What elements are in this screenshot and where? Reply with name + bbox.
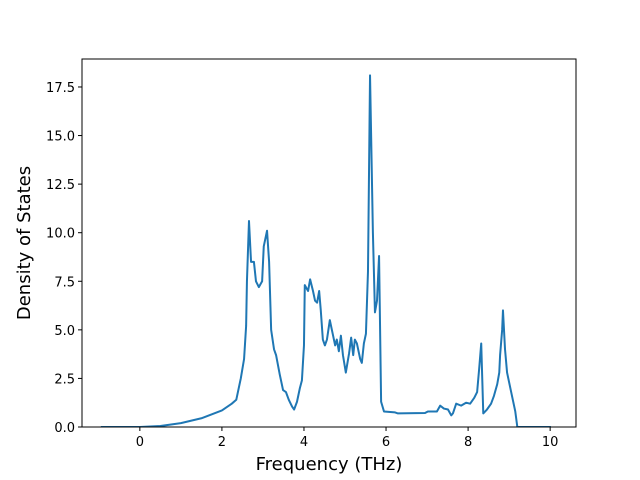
x-axis-label: Frequency (THz) [256, 454, 403, 475]
y-tick-label: 5.0 [54, 324, 75, 339]
y-tick-label: 12.5 [46, 178, 75, 193]
x-tick-label: 2 [218, 435, 226, 450]
y-tick-label: 10.0 [46, 227, 75, 242]
x-tick-label: 4 [300, 435, 308, 450]
y-tick-label: 15.0 [46, 130, 75, 145]
x-tick-label: 10 [542, 435, 559, 450]
y-tick-label: 0.0 [54, 421, 75, 436]
y-tick-label: 17.5 [46, 81, 75, 96]
y-tick-label: 2.5 [54, 372, 75, 387]
y-axis-label: Density of States [14, 166, 35, 320]
line [100, 74, 551, 427]
x-tick-label: 8 [464, 435, 472, 450]
x-tick-label: 0 [136, 435, 144, 450]
y-tick-label: 7.5 [54, 275, 75, 290]
x-tick-label: 6 [382, 435, 390, 450]
plot-frame [81, 58, 577, 428]
